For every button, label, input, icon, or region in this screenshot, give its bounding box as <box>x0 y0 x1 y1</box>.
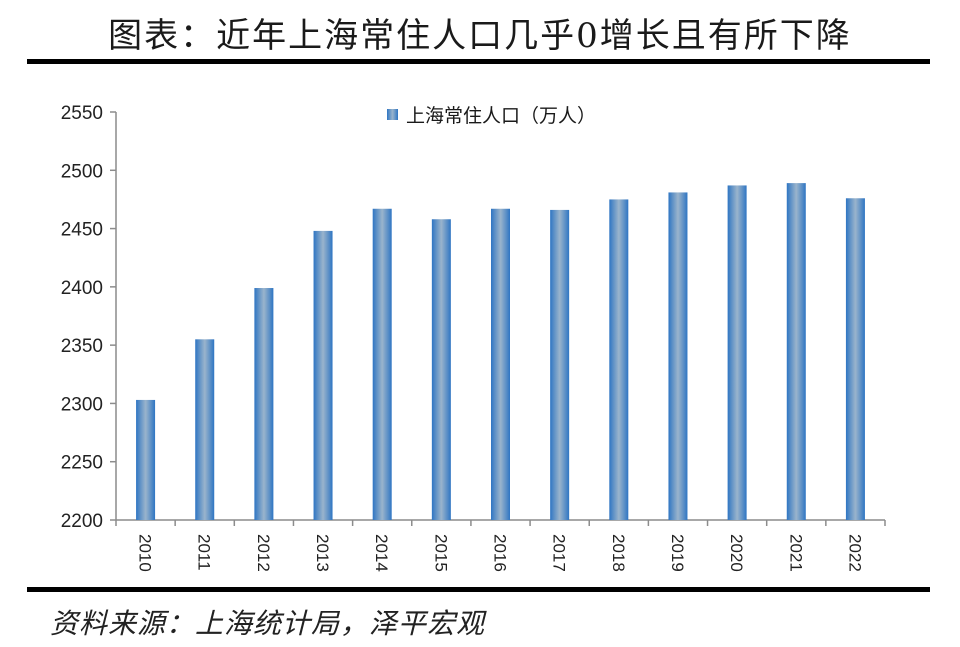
bar-2017 <box>550 209 570 521</box>
y-axis: 2200 2250 2300 2350 2400 2450 2500 2550 <box>61 103 117 532</box>
x-tick-label: 2015 <box>431 534 450 572</box>
source-divider <box>27 587 930 592</box>
x-tick-label: 2018 <box>609 534 628 572</box>
x-tick-label: 2020 <box>727 534 746 572</box>
y-tick-label: 2500 <box>61 161 103 182</box>
legend-swatch <box>387 109 398 120</box>
bar-2019 <box>668 192 688 521</box>
x-tick-label: 2017 <box>550 534 569 572</box>
x-tick-label: 2011 <box>195 534 214 571</box>
figure-title: 图表：近年上海常住人口几乎0增长且有所下降 <box>108 16 852 56</box>
bar-2013 <box>313 230 333 520</box>
x-tick-label: 2013 <box>313 534 332 572</box>
y-tick-label: 2400 <box>61 278 103 299</box>
x-tick-label: 2016 <box>491 534 510 572</box>
bar-series <box>136 183 865 521</box>
bar-2010 <box>136 399 156 520</box>
y-tick-label: 2200 <box>61 511 103 532</box>
legend-label: 上海常住人口（万人） <box>406 105 596 127</box>
x-tick-label: 2014 <box>372 534 391 572</box>
y-tick-label: 2450 <box>61 220 103 241</box>
bar-2022 <box>845 198 865 520</box>
x-tick-label: 2019 <box>668 534 687 572</box>
x-tick-label: 2022 <box>845 534 864 572</box>
y-tick-label: 2550 <box>61 103 103 124</box>
bar-2011 <box>195 339 215 520</box>
source-note: 资料来源：上海统计局，泽平宏观 <box>50 607 486 640</box>
bar-2015 <box>431 219 451 520</box>
title-divider <box>27 59 930 64</box>
bar-2018 <box>609 199 629 520</box>
legend: 上海常住人口（万人） <box>387 105 596 127</box>
bar-2020 <box>727 185 747 520</box>
y-tick-label: 2250 <box>61 453 103 474</box>
y-tick-label: 2300 <box>61 394 103 415</box>
x-tick-label: 2021 <box>786 534 805 572</box>
x-axis: 2010 2011 2012 2013 2014 2015 2016 2017 2018 2019… <box>115 519 886 572</box>
bar-2016 <box>491 208 510 521</box>
bar-2021 <box>786 183 806 520</box>
x-tick-label: 2012 <box>254 534 273 572</box>
bar-2012 <box>254 288 274 520</box>
x-tick-label: 2010 <box>136 534 155 572</box>
y-tick-label: 2350 <box>61 336 103 357</box>
bar-2014 <box>372 208 392 521</box>
